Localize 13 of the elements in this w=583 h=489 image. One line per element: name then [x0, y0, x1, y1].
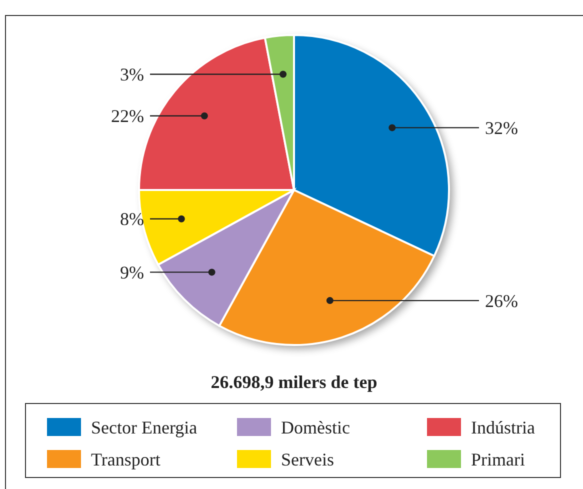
- legend-label: Indústria: [471, 417, 535, 438]
- data-label: 9%: [120, 262, 144, 282]
- legend-label: Domèstic: [281, 417, 350, 438]
- legend-label: Serveis: [281, 449, 334, 470]
- data-label: 3%: [120, 64, 144, 85]
- data-label: 22%: [111, 106, 144, 126]
- legend-label: Sector Energia: [91, 417, 198, 438]
- legend-label: Primari: [471, 449, 525, 470]
- data-label: 26%: [485, 290, 518, 311]
- text: 26.698,9 milers de tep: [210, 372, 378, 392]
- data-label: 8%: [120, 209, 144, 230]
- legend-label: Transport: [91, 449, 160, 470]
- data-label: 32%: [485, 118, 518, 138]
